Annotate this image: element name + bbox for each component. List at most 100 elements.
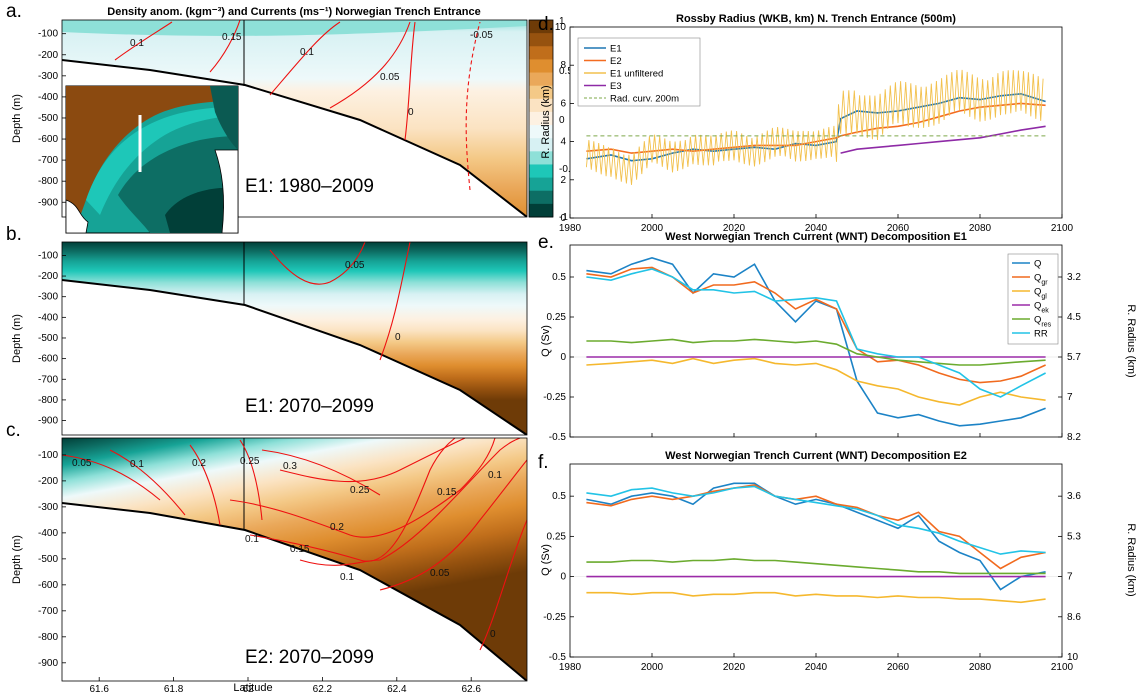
ytick-label: 0.5 [552,491,566,502]
svg-text:0.05: 0.05 [430,568,450,579]
ytick-label: -0.25 [543,612,566,623]
colorbar-swatch [529,125,553,139]
section-ytick-label: -900 [38,197,58,208]
panel-c-caption: E2: 2070–2099 [245,647,374,668]
colorbar-swatch [529,33,553,47]
panel-e-ylabel: Q (Sv) [540,325,552,357]
series-line-e3 [840,125,1046,154]
ytick-label: 0.25 [547,531,567,542]
xtick-label: 1980 [559,662,582,673]
legend-entry: Rad. curv. 200m [610,94,679,105]
series-line-q [586,482,1046,591]
panel-d-title: Rossby Radius (WKB, km) N. Trench Entran… [676,13,956,25]
xtick-label: 2000 [641,662,664,673]
legend-entry: E1 [610,44,622,55]
y2tick-label: 4.5 [1067,312,1081,323]
section-ytick-label: -300 [38,71,58,82]
svg-text:0.05: 0.05 [345,260,365,271]
section-ytick-label: -600 [38,580,58,591]
xtick-label: 2020 [723,223,746,234]
colorbar-tick: 0.5 [559,66,573,77]
section-ytick-label: -300 [38,502,58,513]
panel-f-ylabel: Q (Sv) [540,544,552,576]
ytick-label: 0.5 [552,272,566,283]
panel-f-title: West Norwegian Trench Current (WNT) Deco… [665,450,967,462]
colorbar-tick: 1 [559,16,565,27]
svg-text:0.1: 0.1 [130,38,144,49]
section-xtick-label: 62 [242,684,254,694]
xtick-label: 1980 [559,223,582,234]
panel-c-contours [62,438,527,651]
section-xtick-label: 62.2 [313,684,333,694]
svg-text:0.3: 0.3 [283,461,297,472]
colorbar-swatch [529,151,553,165]
xtick-label: 2000 [641,223,664,234]
colorbar-swatch [529,138,553,152]
colorbar-tick: -0.5 [559,164,577,175]
colorbar-swatch [529,72,553,87]
section-ylabel: Depth (m) [11,314,23,363]
colorbar-swatch [529,111,553,126]
panel-a-title: Density anom. (kgm⁻³) and Currents (ms⁻¹… [107,6,480,18]
section-xtick-label: 61.6 [89,684,109,694]
xtick-label: 2080 [969,662,992,673]
xtick-label: 2040 [805,223,828,234]
panel-f-label: f. [538,452,549,473]
svg-text:0.1: 0.1 [245,534,259,545]
series-line-q-gl [586,591,1046,604]
xtick-label: 2100 [1051,223,1074,234]
panel-d-label: d. [538,14,554,35]
svg-text:0: 0 [408,107,414,118]
svg-text:0.1: 0.1 [488,470,502,481]
panel-a-caption: E1: 1980–2009 [245,176,374,197]
legend-entry: E2 [610,56,622,67]
svg-text:0.1: 0.1 [130,459,144,470]
panel-b-contours [269,242,411,361]
y2tick-label: 3.2 [1067,272,1081,283]
section-ytick-label: -600 [38,354,58,365]
section-ytick-label: -100 [38,250,58,261]
panel-f-y2label: R. Radius (km) [1125,523,1137,596]
panel-c: c. 0.05 0.1 0.2 [6,420,528,682]
section-ytick-label: -600 [38,134,58,145]
ytick-label: 2 [560,175,566,186]
panel-b-label: b. [6,224,22,245]
svg-text:0.05: 0.05 [72,458,92,469]
colorbar: 1 0.5 0 -0.5 -1 [528,16,577,223]
xtick-label: 2060 [887,662,910,673]
panel-d-ylabel: R. Radius (km) [540,85,552,158]
colorbar-tick: 0 [559,115,565,126]
panel-e-title: West Norwegian Trench Current (WNT) Deco… [665,231,967,243]
panel-b-caption: E1: 2070–2099 [245,396,374,417]
y2tick-label: 8.2 [1067,432,1081,443]
panel-b: b. 0.05 0 E1: 2070–2099 [6,224,528,436]
section-ytick-label: -200 [38,50,58,61]
legend-entry: E1 unfiltered [610,69,663,80]
panel-a-surface-band [62,20,527,36]
y2tick-label: 7 [1067,572,1073,583]
section-ytick-label: -500 [38,554,58,565]
ytick-label: 0 [560,572,566,583]
colorbar-tick: -1 [559,212,568,223]
section-ytick-label: -100 [38,29,58,40]
panel-c-frame [61,437,528,682]
xtick-label: 2040 [805,662,828,673]
svg-text:0.2: 0.2 [330,522,344,533]
colorbar-swatch [529,164,553,179]
section-ytick-label: -300 [38,292,58,303]
ytick-label: 0 [560,213,566,224]
ytick-label: 0.25 [547,312,567,323]
section-axes: -100 -200 -300 -400 -500 -600 -700 -800 -900 Dept… [11,29,481,694]
svg-text:0: 0 [490,629,496,640]
y2tick-label: 8.6 [1067,612,1081,623]
section-ytick-label: -400 [38,312,58,323]
ytick-label: 8 [560,60,566,71]
svg-text:0.25: 0.25 [240,456,260,467]
svg-text:0.15: 0.15 [437,487,457,498]
xtick-label: 2020 [723,662,746,673]
panel-e: e. West Norwegian Trench Current (WNT) D… [538,231,1137,443]
section-ytick-label: -700 [38,155,58,166]
section-xtick-label: 62.6 [461,684,481,694]
y2tick-label: 10 [1067,652,1079,663]
